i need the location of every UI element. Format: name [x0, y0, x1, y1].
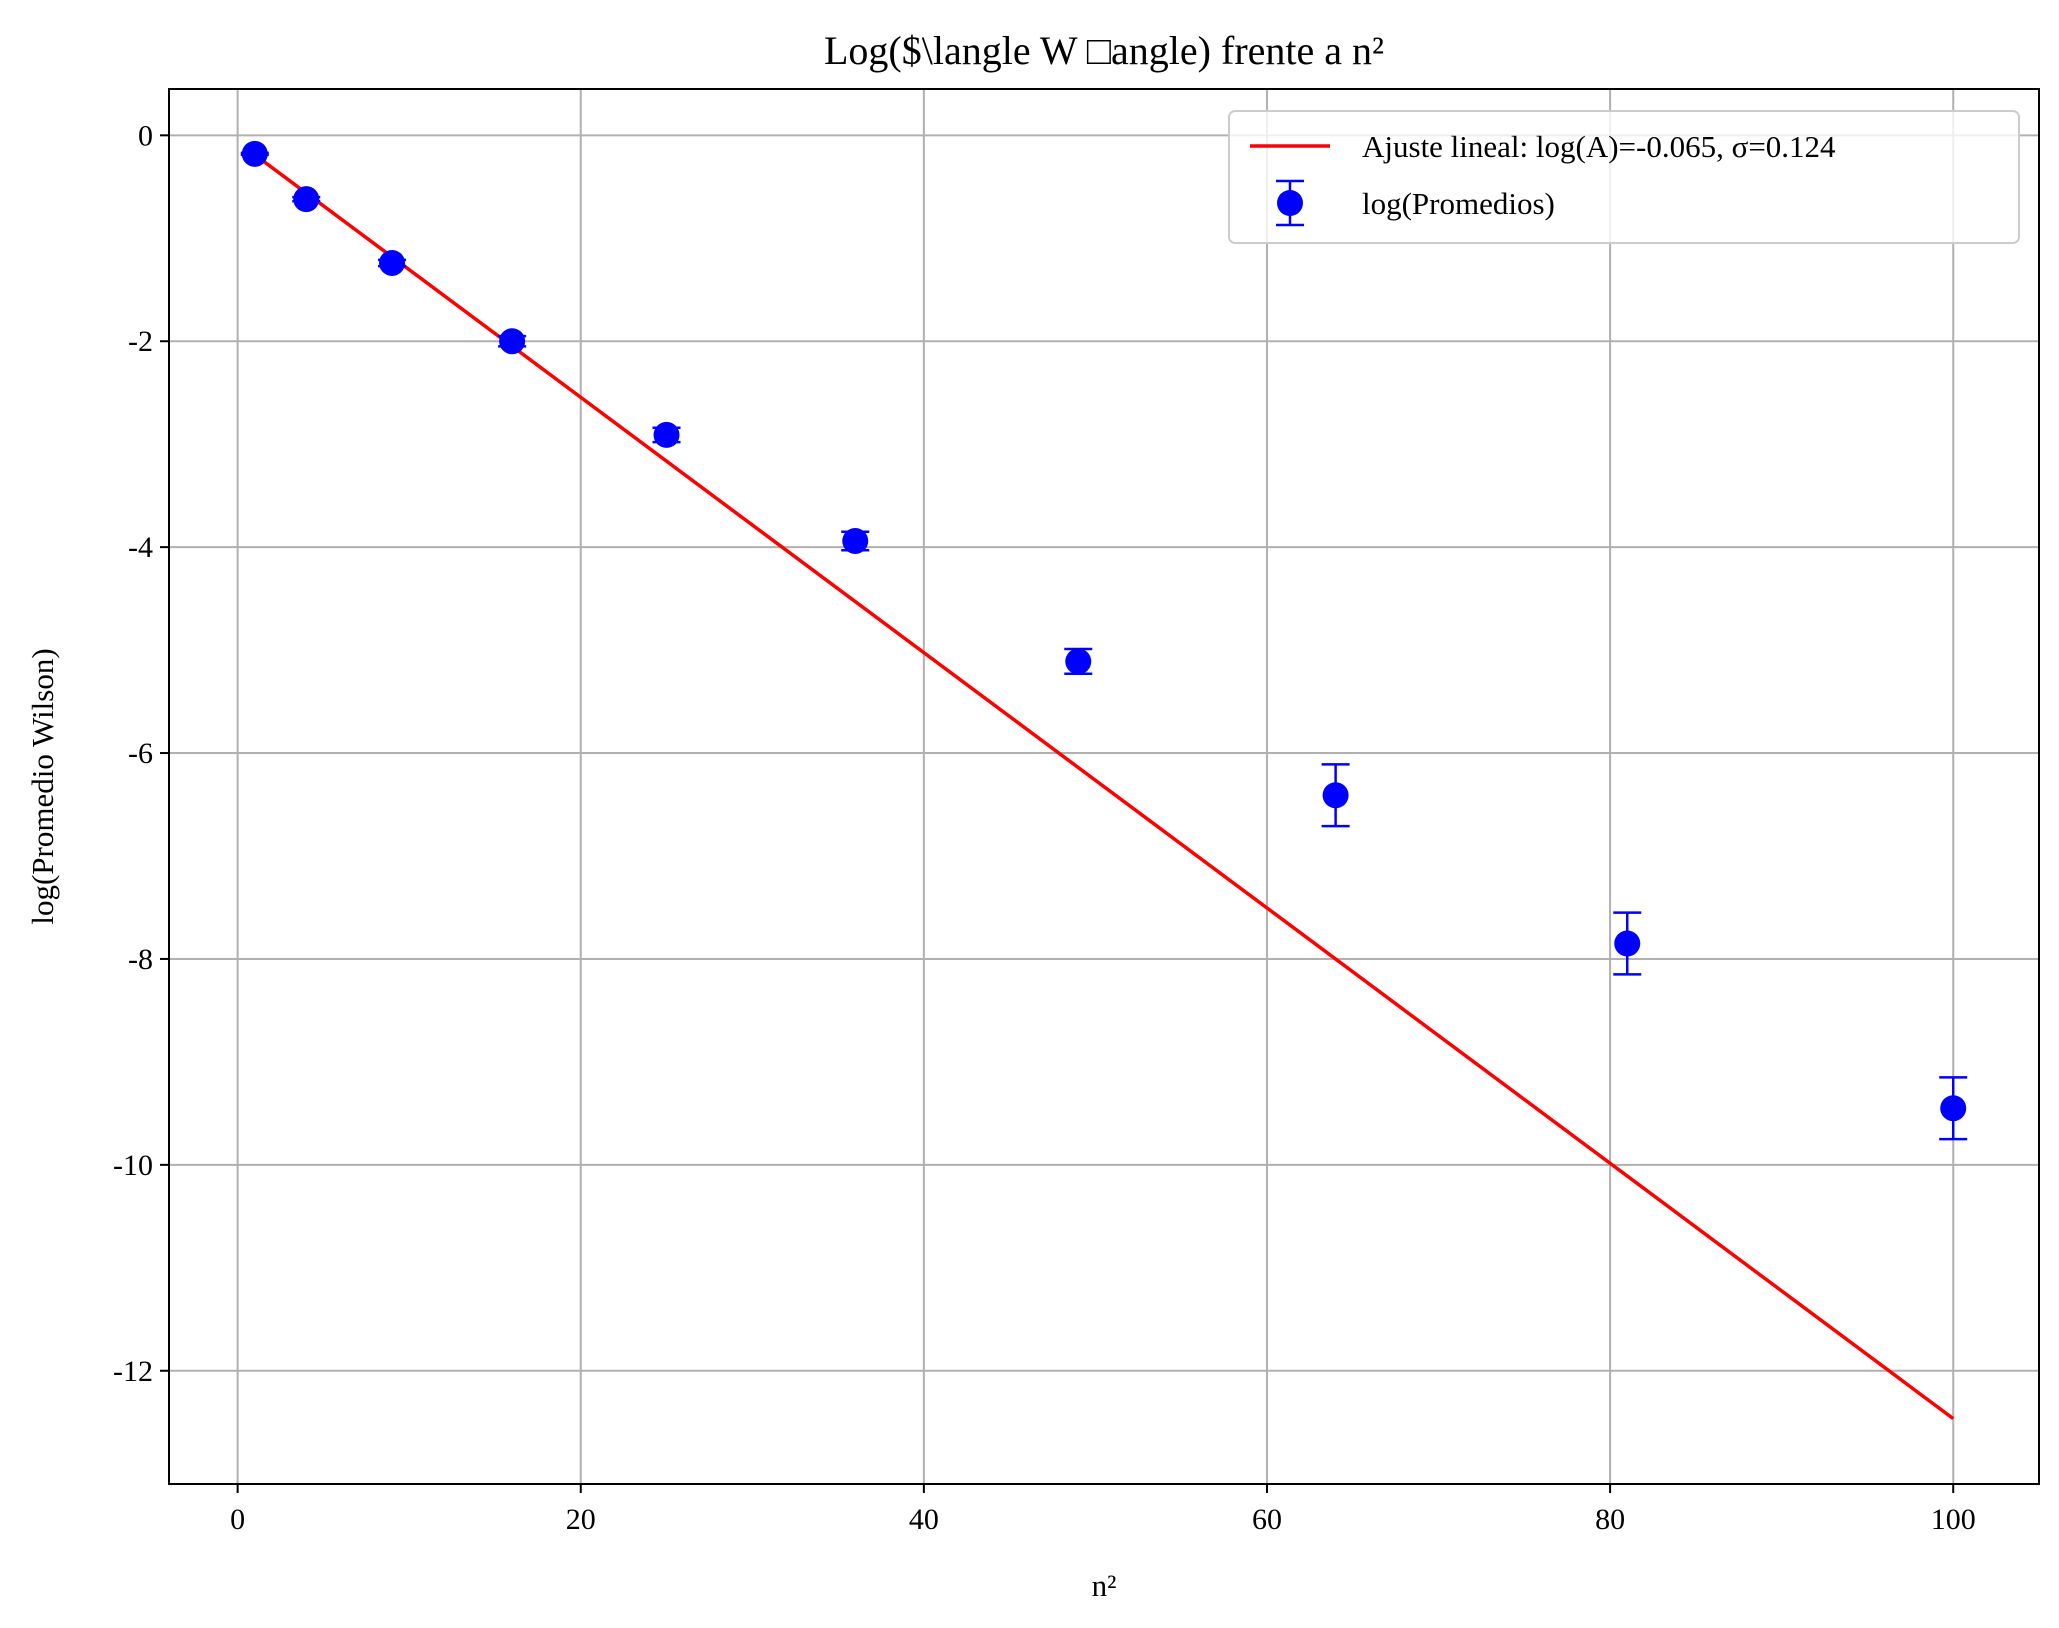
legend-fit-line-label: Ajuste lineal: log(A)=-0.065, σ=0.124 [1362, 129, 1836, 164]
data-points-layer [240, 140, 1968, 1141]
data-point [1064, 647, 1093, 676]
axis-ticks: 0 20 40 60 80 100 0 -2 -4 -6 -8 -10 -12 [113, 119, 1976, 1536]
x-tick-label: 20 [566, 1503, 596, 1536]
data-marker [379, 249, 406, 276]
data-point [1321, 763, 1350, 828]
data-marker [1940, 1095, 1967, 1122]
y-tick-label: -6 [128, 737, 153, 770]
legend-errorbar-swatch [1276, 179, 1304, 227]
x-tick-label: 0 [230, 1503, 245, 1536]
y-tick-label: 0 [138, 119, 153, 152]
chart-title: Log($\langle W □angle) frente a n² [824, 28, 1384, 73]
y-tick-label: -10 [113, 1149, 153, 1182]
data-point [1613, 911, 1642, 976]
x-tick-label: 80 [1595, 1503, 1625, 1536]
data-marker [241, 140, 268, 167]
data-point [498, 328, 527, 355]
data-marker [1322, 782, 1349, 809]
data-point [292, 186, 321, 213]
fit-line [253, 153, 1955, 1421]
data-point [652, 421, 681, 448]
y-tick-label: -12 [113, 1355, 153, 1388]
x-tick-label: 100 [1931, 1503, 1976, 1536]
data-marker [653, 421, 680, 448]
data-point [240, 140, 269, 167]
grid [169, 89, 2039, 1484]
legend: Ajuste lineal: log(A)=-0.065, σ=0.124 lo… [1228, 110, 2020, 244]
data-point [1939, 1076, 1968, 1141]
legend-box [1228, 110, 2020, 244]
data-marker [1065, 648, 1092, 675]
plot-frame [168, 88, 2040, 1485]
data-point [841, 527, 870, 554]
y-tick-label: -2 [128, 325, 153, 358]
data-marker [1614, 930, 1641, 957]
data-point [378, 249, 407, 276]
y-tick-label: -4 [128, 531, 153, 564]
legend-errorbar-label: log(Promedios) [1362, 186, 1555, 221]
y-axis-label: log(Promedio Wilson) [25, 648, 60, 924]
data-marker [293, 186, 320, 213]
legend-marker [1277, 190, 1303, 216]
x-axis-label: n² [1092, 1568, 1117, 1603]
x-tick-label: 40 [909, 1503, 939, 1536]
x-tick-label: 60 [1252, 1503, 1282, 1536]
y-tick-label: -8 [128, 943, 153, 976]
data-marker [499, 328, 526, 355]
data-marker [842, 527, 869, 554]
fit-line-layer [253, 153, 1955, 1421]
